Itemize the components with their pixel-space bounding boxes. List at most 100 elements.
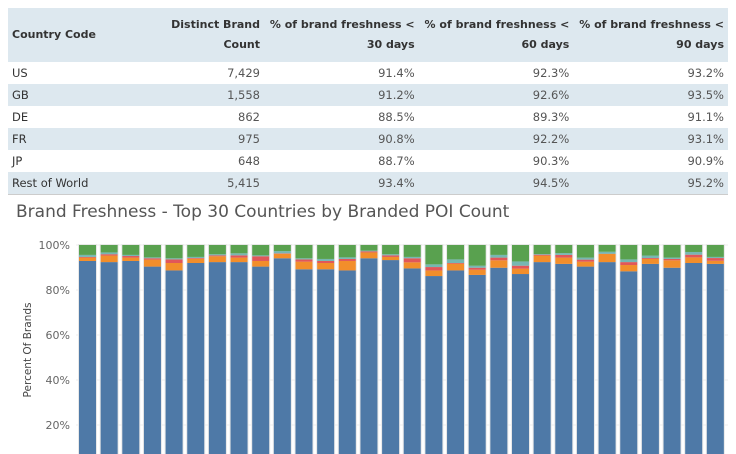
bar-segment[interactable] xyxy=(338,257,356,259)
bar-segment[interactable] xyxy=(252,256,270,261)
bar-segment[interactable] xyxy=(663,257,681,259)
bar-segment[interactable] xyxy=(533,245,551,254)
bar-segment[interactable] xyxy=(447,270,465,454)
bar-segment[interactable] xyxy=(641,245,659,256)
bar-segment[interactable] xyxy=(706,256,724,259)
bar-segment[interactable] xyxy=(100,252,118,255)
bar-segment[interactable] xyxy=(555,253,573,255)
bar-segment[interactable] xyxy=(79,254,96,257)
bar-segment[interactable] xyxy=(122,254,140,257)
bar-segment[interactable] xyxy=(273,258,291,454)
bar-segment[interactable] xyxy=(620,245,638,260)
bar-segment[interactable] xyxy=(338,270,356,454)
bar-segment[interactable] xyxy=(122,260,140,454)
bar-segment[interactable] xyxy=(100,255,118,263)
bar-segment[interactable] xyxy=(273,253,291,259)
bar-segment[interactable] xyxy=(706,258,724,261)
bar-segment[interactable] xyxy=(598,254,616,263)
bar-segment[interactable] xyxy=(165,263,183,271)
bar-segment[interactable] xyxy=(252,255,270,257)
bar-segment[interactable] xyxy=(620,265,638,272)
bar-segment[interactable] xyxy=(663,245,681,258)
bar-segment[interactable] xyxy=(187,256,205,259)
bar-segment[interactable] xyxy=(295,269,313,454)
bar-segment[interactable] xyxy=(425,245,443,265)
bar-segment[interactable] xyxy=(555,257,573,264)
bar-segment[interactable] xyxy=(252,260,270,267)
bar-segment[interactable] xyxy=(252,245,270,256)
bar-segment[interactable] xyxy=(663,260,681,268)
bar-segment[interactable] xyxy=(273,245,291,252)
bar-segment[interactable] xyxy=(208,256,226,263)
bar-segment[interactable] xyxy=(533,255,551,263)
bar-segment[interactable] xyxy=(512,274,529,454)
bar-segment[interactable] xyxy=(143,245,161,258)
bar-segment[interactable] xyxy=(490,260,508,268)
bar-segment[interactable] xyxy=(447,245,465,260)
bar-segment[interactable] xyxy=(317,258,335,261)
bar-segment[interactable] xyxy=(425,270,443,277)
bar-segment[interactable] xyxy=(187,258,205,263)
bar-segment[interactable] xyxy=(468,267,486,270)
bar-segment[interactable] xyxy=(295,261,313,270)
bar-segment[interactable] xyxy=(230,255,248,258)
bar-segment[interactable] xyxy=(79,256,96,258)
bar-segment[interactable] xyxy=(165,245,183,259)
bar-segment[interactable] xyxy=(576,261,594,267)
bar-segment[interactable] xyxy=(317,260,335,263)
bar-segment[interactable] xyxy=(512,265,529,269)
bar-segment[interactable] xyxy=(338,258,356,261)
bar-segment[interactable] xyxy=(317,263,335,270)
bar-segment[interactable] xyxy=(706,260,724,264)
bar-segment[interactable] xyxy=(360,258,378,454)
bar-segment[interactable] xyxy=(143,259,161,267)
bar-segment[interactable] xyxy=(208,254,226,256)
bar-segment[interactable] xyxy=(576,257,594,260)
bar-segment[interactable] xyxy=(122,257,140,261)
bar-segment[interactable] xyxy=(403,245,421,257)
bar-segment[interactable] xyxy=(100,245,118,253)
bar-segment[interactable] xyxy=(143,257,161,259)
bar-segment[interactable] xyxy=(620,262,638,266)
bar-segment[interactable] xyxy=(533,254,551,255)
bar-segment[interactable] xyxy=(187,258,205,259)
bar-segment[interactable] xyxy=(100,254,118,256)
bar-segment[interactable] xyxy=(685,254,703,258)
bar-segment[interactable] xyxy=(663,258,681,261)
bar-segment[interactable] xyxy=(641,255,659,259)
bar-segment[interactable] xyxy=(447,259,465,263)
bar-segment[interactable] xyxy=(468,245,486,266)
bar-segment[interactable] xyxy=(208,262,226,454)
bar-segment[interactable] xyxy=(641,258,659,264)
bar-segment[interactable] xyxy=(425,276,443,454)
bar-segment[interactable] xyxy=(79,257,96,261)
bar-segment[interactable] xyxy=(165,258,183,260)
bar-segment[interactable] xyxy=(598,245,616,252)
bar-segment[interactable] xyxy=(403,262,421,269)
bar-segment[interactable] xyxy=(576,259,594,262)
bar-segment[interactable] xyxy=(317,269,335,454)
bar-segment[interactable] xyxy=(165,259,183,263)
bar-segment[interactable] xyxy=(360,251,378,253)
bar-segment[interactable] xyxy=(598,251,616,254)
bar-segment[interactable] xyxy=(641,263,659,454)
bar-segment[interactable] xyxy=(468,274,486,454)
bar-segment[interactable] xyxy=(425,267,443,271)
bar-segment[interactable] xyxy=(576,266,594,454)
bar-segment[interactable] xyxy=(230,253,248,256)
bar-segment[interactable] xyxy=(187,263,205,454)
bar-segment[interactable] xyxy=(685,251,703,255)
bar-segment[interactable] xyxy=(382,255,400,257)
bar-segment[interactable] xyxy=(100,262,118,454)
bar-segment[interactable] xyxy=(360,245,378,251)
bar-segment[interactable] xyxy=(187,245,205,257)
bar-segment[interactable] xyxy=(382,254,400,256)
bar-segment[interactable] xyxy=(512,261,529,266)
bar-segment[interactable] xyxy=(468,269,486,275)
bar-segment[interactable] xyxy=(230,262,248,454)
bar-segment[interactable] xyxy=(79,260,96,454)
bar-segment[interactable] xyxy=(447,263,465,271)
bar-segment[interactable] xyxy=(706,263,724,454)
bar-segment[interactable] xyxy=(143,266,161,454)
bar-segment[interactable] xyxy=(598,262,616,454)
